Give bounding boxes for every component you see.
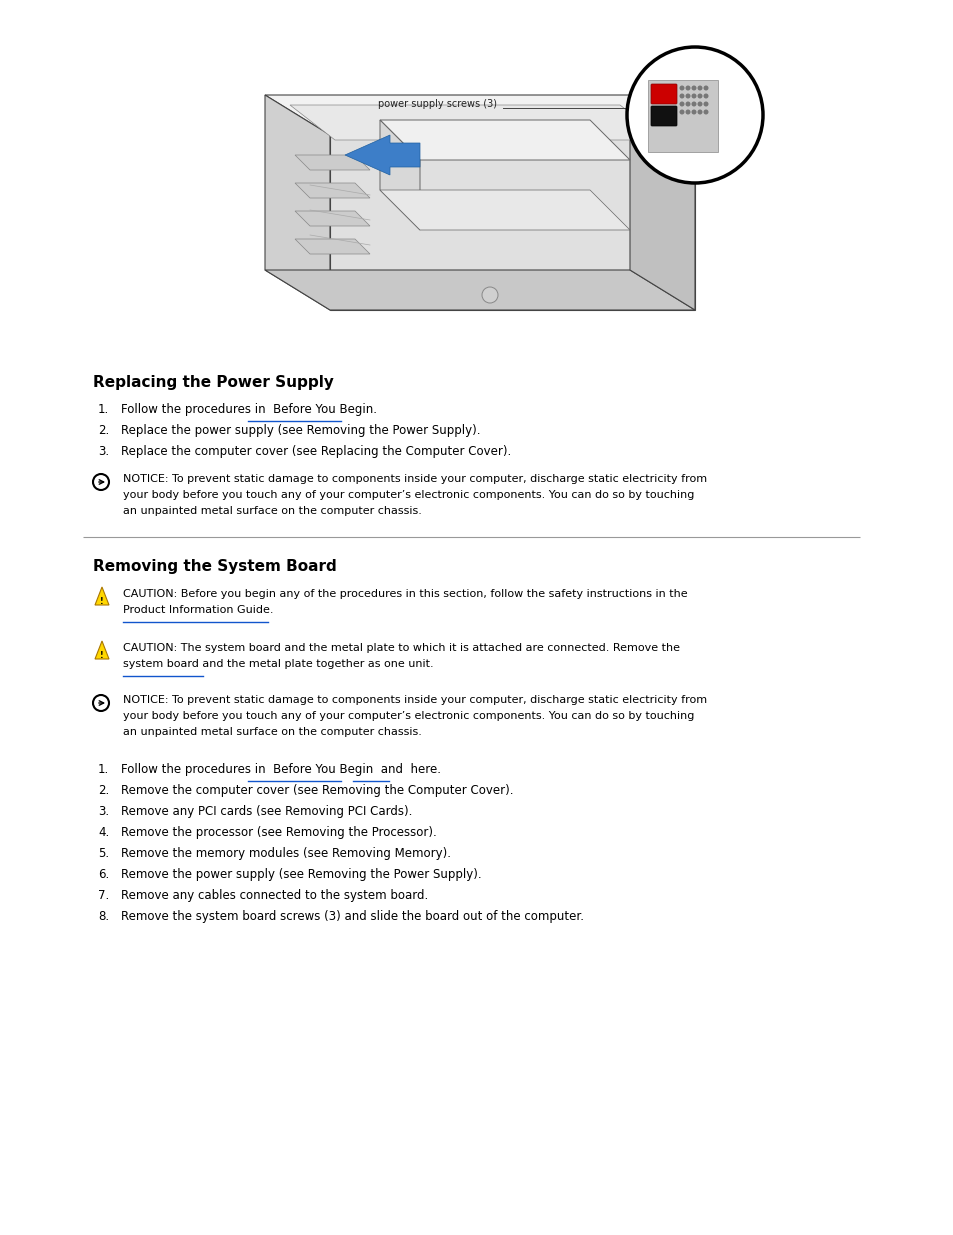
Text: NOTICE: To prevent static damage to components inside your computer, discharge s: NOTICE: To prevent static damage to comp…: [123, 695, 706, 705]
Text: power supply screws (3): power supply screws (3): [377, 99, 497, 109]
Polygon shape: [95, 641, 109, 659]
Text: your body before you touch any of your computer’s electronic components. You can: your body before you touch any of your c…: [123, 490, 694, 500]
Text: 2.: 2.: [98, 784, 110, 797]
FancyBboxPatch shape: [650, 84, 677, 104]
Circle shape: [679, 94, 683, 98]
Text: 4.: 4.: [98, 826, 110, 839]
Text: an unpainted metal surface on the computer chassis.: an unpainted metal surface on the comput…: [123, 727, 421, 737]
Text: !: !: [100, 597, 104, 605]
Polygon shape: [265, 95, 695, 135]
Text: 3.: 3.: [98, 445, 109, 458]
Text: 7.: 7.: [98, 889, 110, 902]
Polygon shape: [290, 105, 664, 140]
Text: Product Information Guide.: Product Information Guide.: [123, 605, 274, 615]
Text: Remove the processor (see Removing the Processor).: Remove the processor (see Removing the P…: [121, 826, 436, 839]
Text: 3.: 3.: [98, 805, 109, 818]
Polygon shape: [265, 95, 330, 310]
Polygon shape: [379, 120, 629, 161]
Polygon shape: [330, 135, 695, 310]
Polygon shape: [294, 156, 370, 170]
Circle shape: [679, 86, 683, 90]
Circle shape: [685, 86, 689, 90]
Circle shape: [698, 86, 701, 90]
Circle shape: [698, 103, 701, 106]
Text: system board and the metal plate together as one unit.: system board and the metal plate togethe…: [123, 659, 434, 669]
Text: CAUTION: Before you begin any of the procedures in this section, follow the safe: CAUTION: Before you begin any of the pro…: [123, 589, 687, 599]
Text: Removing the System Board: Removing the System Board: [92, 559, 336, 574]
Circle shape: [698, 110, 701, 114]
Text: Remove any PCI cards (see Removing PCI Cards).: Remove any PCI cards (see Removing PCI C…: [121, 805, 412, 818]
Circle shape: [685, 110, 689, 114]
Text: CAUTION: The system board and the metal plate to which it is attached are connec: CAUTION: The system board and the metal …: [123, 643, 679, 653]
Text: Remove the system board screws (3) and slide the board out of the computer.: Remove the system board screws (3) and s…: [121, 910, 583, 923]
Circle shape: [703, 110, 707, 114]
Text: NOTICE: To prevent static damage to components inside your computer, discharge s: NOTICE: To prevent static damage to comp…: [123, 474, 706, 484]
Text: 1.: 1.: [98, 403, 110, 416]
Polygon shape: [345, 135, 419, 175]
Circle shape: [92, 695, 109, 711]
Circle shape: [703, 94, 707, 98]
Text: 6.: 6.: [98, 868, 110, 881]
Text: your body before you touch any of your computer’s electronic components. You can: your body before you touch any of your c…: [123, 711, 694, 721]
Text: Remove the memory modules (see Removing Memory).: Remove the memory modules (see Removing …: [121, 847, 451, 860]
Circle shape: [692, 86, 695, 90]
Text: Remove any cables connected to the system board.: Remove any cables connected to the syste…: [121, 889, 428, 902]
Circle shape: [698, 94, 701, 98]
Polygon shape: [265, 270, 695, 310]
Polygon shape: [95, 587, 109, 605]
Text: Follow the procedures in  Before You Begin  and  here.: Follow the procedures in Before You Begi…: [121, 763, 440, 776]
Circle shape: [679, 103, 683, 106]
Text: 2.: 2.: [98, 424, 110, 437]
Circle shape: [626, 47, 762, 183]
Polygon shape: [294, 240, 370, 254]
Polygon shape: [629, 95, 695, 310]
Text: 1.: 1.: [98, 763, 110, 776]
Text: Follow the procedures in  Before You Begin.: Follow the procedures in Before You Begi…: [121, 403, 376, 416]
Circle shape: [692, 110, 695, 114]
Circle shape: [92, 474, 109, 490]
Circle shape: [703, 86, 707, 90]
Text: Remove the power supply (see Removing the Power Supply).: Remove the power supply (see Removing th…: [121, 868, 481, 881]
Text: 5.: 5.: [98, 847, 109, 860]
Circle shape: [692, 103, 695, 106]
Text: Replacing the Power Supply: Replacing the Power Supply: [92, 375, 334, 390]
Text: Replace the power supply (see Removing the Power Supply).: Replace the power supply (see Removing t…: [121, 424, 480, 437]
Circle shape: [685, 103, 689, 106]
Polygon shape: [294, 211, 370, 226]
Text: an unpainted metal surface on the computer chassis.: an unpainted metal surface on the comput…: [123, 506, 421, 516]
Polygon shape: [379, 120, 419, 230]
Text: Replace the computer cover (see Replacing the Computer Cover).: Replace the computer cover (see Replacin…: [121, 445, 511, 458]
Circle shape: [685, 94, 689, 98]
Circle shape: [692, 94, 695, 98]
Circle shape: [703, 103, 707, 106]
Text: 8.: 8.: [98, 910, 109, 923]
Circle shape: [481, 287, 497, 303]
Polygon shape: [379, 190, 629, 230]
Polygon shape: [294, 183, 370, 198]
FancyBboxPatch shape: [650, 106, 677, 126]
Circle shape: [679, 110, 683, 114]
Text: !: !: [100, 651, 104, 659]
Text: Remove the computer cover (see Removing the Computer Cover).: Remove the computer cover (see Removing …: [121, 784, 513, 797]
FancyBboxPatch shape: [647, 80, 718, 152]
